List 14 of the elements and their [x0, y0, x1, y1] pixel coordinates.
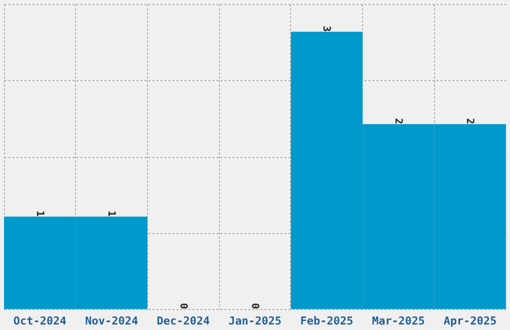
x-tick-label: Jan-2025	[228, 314, 282, 328]
data-label: 3	[320, 26, 332, 32]
x-tick-label: Feb-2025	[300, 314, 354, 328]
data-label: 1	[106, 210, 117, 217]
x-tick-label: Oct-2024	[13, 314, 67, 328]
data-label: 2	[392, 118, 404, 124]
data-label: 0	[177, 303, 188, 310]
x-tick-label: Nov-2024	[85, 314, 138, 328]
x-tick-label: Mar-2025	[372, 314, 425, 328]
data-label: 2	[464, 118, 476, 124]
x-tick-label: Apr-2025	[444, 314, 497, 328]
x-tick-label: Dec-2024	[156, 314, 210, 328]
data-label: 0	[249, 303, 260, 310]
data-label: 1	[34, 210, 45, 217]
